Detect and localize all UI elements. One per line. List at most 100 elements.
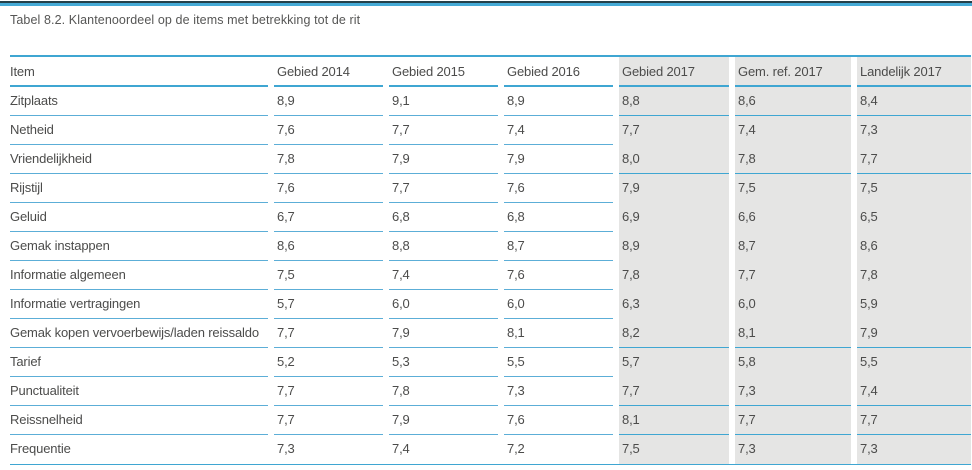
- value-cell: 7,9: [389, 145, 498, 174]
- value-cell: 7,7: [857, 406, 971, 435]
- value-cell: 6,3: [619, 290, 729, 319]
- column-header: Item: [10, 57, 268, 87]
- item-cell: Gemak instappen: [10, 232, 268, 261]
- ratings-table: Item Gebied 2014 Gebied 2015 Gebied 2016 Geb…: [10, 55, 971, 465]
- value-cell: 7,3: [504, 377, 613, 406]
- value-cell: 7,5: [735, 174, 851, 203]
- item-cell: Punctualiteit: [10, 377, 268, 406]
- column-header: Gebied 2015: [389, 57, 498, 87]
- value-cell: 7,6: [504, 174, 613, 203]
- value-cell: 7,7: [619, 116, 729, 145]
- value-cell: 5,8: [735, 348, 851, 377]
- value-cell: 7,3: [857, 435, 971, 464]
- value-cell: 7,6: [274, 116, 383, 145]
- value-cell: 6,8: [504, 203, 613, 232]
- value-cell: 5,3: [389, 348, 498, 377]
- value-cell: 8,9: [504, 87, 613, 116]
- value-cell: 8,9: [274, 87, 383, 116]
- value-cell: 7,7: [389, 116, 498, 145]
- value-cell: 6,8: [389, 203, 498, 232]
- value-cell: 7,7: [857, 145, 971, 174]
- value-cell: 6,9: [619, 203, 729, 232]
- value-cell: 7,7: [274, 406, 383, 435]
- value-cell: 8,0: [619, 145, 729, 174]
- value-cell: 7,4: [735, 116, 851, 145]
- value-cell: 7,8: [389, 377, 498, 406]
- value-cell: 5,5: [504, 348, 613, 377]
- value-cell: 7,6: [274, 174, 383, 203]
- value-cell: 8,8: [389, 232, 498, 261]
- value-cell: 8,9: [619, 232, 729, 261]
- value-cell: 7,3: [735, 435, 851, 464]
- item-cell: Zitplaats: [10, 87, 268, 116]
- value-cell: 7,9: [504, 145, 613, 174]
- item-cell: Rijstijl: [10, 174, 268, 203]
- column-header: Gebied 2014: [274, 57, 383, 87]
- value-cell: 7,9: [619, 174, 729, 203]
- value-cell: 8,1: [504, 319, 613, 348]
- table-caption: Tabel 8.2. Klantenoordeel op de items me…: [10, 13, 361, 27]
- value-cell: 7,3: [735, 377, 851, 406]
- value-cell: 8,2: [619, 319, 729, 348]
- item-cell: Informatie vertragingen: [10, 290, 268, 319]
- value-cell: 8,1: [735, 319, 851, 348]
- value-cell: 7,8: [619, 261, 729, 290]
- item-cell: Tarief: [10, 348, 268, 377]
- item-cell: Geluid: [10, 203, 268, 232]
- value-cell: 8,1: [619, 406, 729, 435]
- value-cell: 7,7: [389, 174, 498, 203]
- value-cell: 6,0: [735, 290, 851, 319]
- value-cell: 7,3: [857, 116, 971, 145]
- item-cell: Frequentie: [10, 441, 71, 456]
- value-cell: 7,4: [504, 116, 613, 145]
- value-cell: 7,5: [619, 435, 729, 464]
- value-cell: 7,6: [504, 261, 613, 290]
- value-cell: 8,4: [857, 87, 971, 116]
- value-cell: 7,9: [857, 319, 971, 348]
- value-cell: 7,5: [857, 174, 971, 203]
- value-cell: 6,0: [504, 290, 613, 319]
- top-accent-bar: [0, 1, 972, 6]
- column-header: Gebied 2016: [504, 57, 613, 87]
- value-cell: 7,9: [389, 406, 498, 435]
- value-cell: 7,7: [735, 406, 851, 435]
- value-cell: 5,2: [274, 348, 383, 377]
- value-cell: 6,0: [389, 290, 498, 319]
- value-cell: 8,6: [735, 87, 851, 116]
- value-cell: 5,7: [274, 290, 383, 319]
- value-cell: 7,6: [504, 406, 613, 435]
- value-cell: 8,8: [619, 87, 729, 116]
- item-cell: Gemak kopen vervoerbewijs/laden reissald…: [10, 319, 268, 348]
- column-header: Gem. ref. 2017: [735, 57, 851, 87]
- value-cell: 7,4: [392, 441, 410, 456]
- value-cell: 8,7: [504, 232, 613, 261]
- item-cell: Vriendelijkheid: [10, 145, 268, 174]
- item-cell: Netheid: [10, 116, 268, 145]
- column-header: Landelijk 2017: [857, 57, 971, 87]
- value-cell: 5,9: [857, 290, 971, 319]
- value-cell: 7,9: [389, 319, 498, 348]
- value-cell: 7,8: [857, 261, 971, 290]
- item-cell: Reissnelheid: [10, 406, 268, 435]
- value-cell: 6,7: [274, 203, 383, 232]
- value-cell: 8,7: [735, 232, 851, 261]
- value-cell: 7,7: [274, 377, 383, 406]
- value-cell: 7,8: [735, 145, 851, 174]
- value-cell: 6,6: [735, 203, 851, 232]
- value-cell: 7,3: [277, 441, 295, 456]
- value-cell: 7,7: [619, 377, 729, 406]
- value-cell: 6,5: [857, 203, 971, 232]
- value-cell: 8,6: [274, 232, 383, 261]
- value-cell: 7,7: [735, 261, 851, 290]
- column-header: Gebied 2017: [619, 57, 729, 87]
- value-cell: 7,5: [274, 261, 383, 290]
- value-cell: 7,4: [389, 261, 498, 290]
- value-cell: 7,2: [507, 441, 525, 456]
- value-cell: 7,4: [857, 377, 971, 406]
- value-cell: 8,6: [857, 232, 971, 261]
- value-cell: 5,5: [857, 348, 971, 377]
- value-cell: 5,7: [619, 348, 729, 377]
- item-cell: Informatie algemeen: [10, 261, 268, 290]
- value-cell: 9,1: [389, 87, 498, 116]
